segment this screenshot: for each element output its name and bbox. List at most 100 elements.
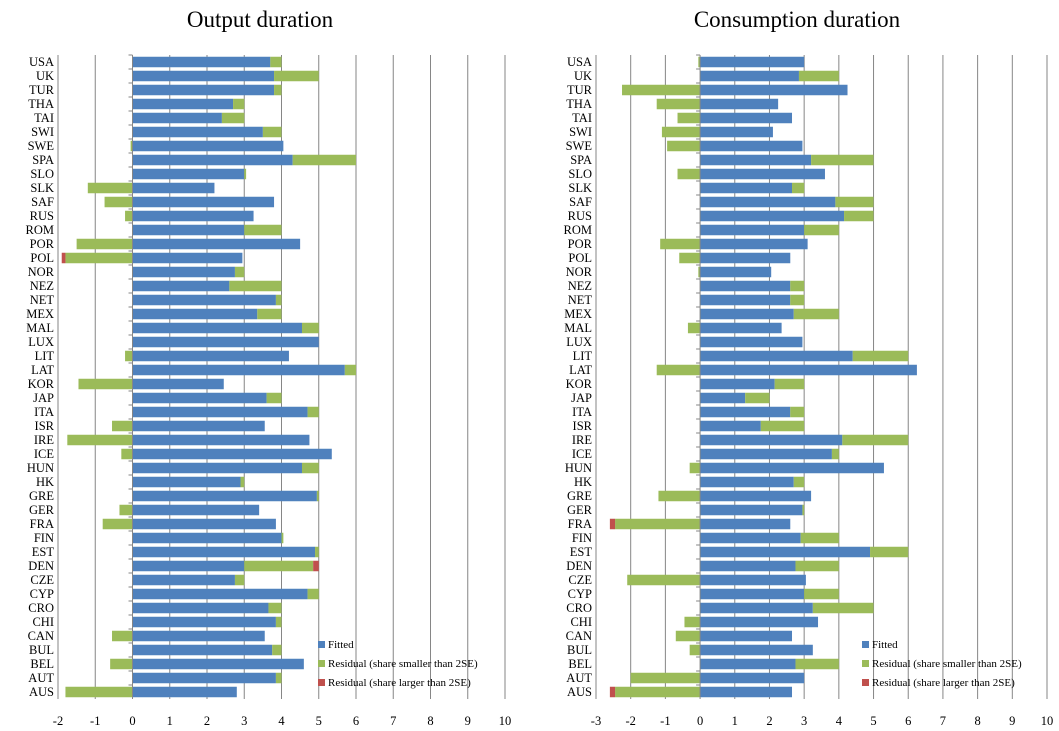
bar-segment-residual-small (689, 462, 701, 474)
bar-segment-residual-small (301, 322, 319, 334)
bar-segment-residual-small (65, 686, 133, 698)
category-tick-label: SWI (31, 125, 54, 139)
bar-segment-residual-small (270, 56, 282, 68)
bar-segment-fitted (700, 434, 843, 446)
bar-segment-fitted (132, 462, 302, 474)
x-tick-label: -3 (591, 714, 601, 728)
category-tick-label: MEX (564, 307, 592, 321)
category-tick-label: SLK (568, 181, 592, 195)
bar-segment-fitted (700, 210, 845, 222)
category-tick-label: TAI (34, 111, 54, 125)
category-tick-label: THA (566, 97, 592, 111)
x-tick-label: 0 (129, 714, 135, 728)
bar-segment-fitted (700, 546, 871, 558)
bar-segment-fitted (700, 448, 832, 460)
bar-segment-fitted (700, 644, 813, 656)
category-tick-label: FIN (572, 531, 592, 545)
bar-segment-residual-small (221, 112, 245, 124)
bar-segment-fitted (132, 378, 224, 390)
category-tick-label: SAF (569, 195, 592, 209)
bar-segment-fitted (700, 70, 799, 82)
category-tick-label: NEZ (30, 279, 54, 293)
category-tick-label: BEL (568, 657, 592, 671)
bar-segment-residual-small (689, 644, 701, 656)
bar-segment-fitted (700, 154, 812, 166)
x-tick-label: 4 (836, 714, 843, 728)
bar-segment-residual-small (281, 532, 284, 544)
bar-segment-fitted (700, 238, 808, 250)
bar-segment-residual-small (78, 378, 133, 390)
category-tick-label: SLO (30, 167, 54, 181)
x-tick-label: 9 (465, 714, 471, 728)
bar-segment-fitted (700, 462, 884, 474)
category-tick-label: CHI (32, 615, 54, 629)
bar-segment-residual-small (661, 126, 701, 138)
bar-segment-fitted (132, 168, 245, 180)
bar-segment-fitted (700, 378, 775, 390)
legend-label: Residual (share larger than 2SE) (872, 677, 1015, 689)
bar-segment-residual-small (760, 420, 805, 432)
category-tick-label: HK (36, 475, 54, 489)
bar-segment-residual-small (870, 546, 909, 558)
category-tick-label: JAP (571, 391, 592, 405)
category-tick-label: BUL (567, 643, 592, 657)
x-tick-label: 8 (974, 714, 980, 728)
chart-title: Output duration (187, 7, 334, 32)
category-tick-label: TAI (572, 111, 592, 125)
category-tick-label: CYP (568, 587, 592, 601)
bar-segment-fitted (700, 420, 761, 432)
consumption-duration-panel: Consumption duration USAUKTURTHATAISWISW… (564, 7, 1054, 728)
category-tick-label: SLK (30, 181, 54, 195)
category-tick-label: KOR (566, 377, 593, 391)
category-tick-label: RUS (568, 209, 592, 223)
category-tick-label: ICE (572, 447, 593, 461)
bar-segment-fitted (700, 686, 793, 698)
category-tick-label: FRA (568, 517, 592, 531)
category-tick-label: NET (30, 293, 55, 307)
bar-segment-fitted (700, 574, 806, 586)
category-tick-label: NEZ (568, 279, 592, 293)
bar-segment-fitted (132, 112, 222, 124)
bar-segment-residual-small (804, 224, 839, 236)
bar-segment-residual-small (275, 672, 282, 684)
bar-segment-residual-small (257, 308, 282, 320)
category-tick-label: POR (568, 237, 593, 251)
category-tick-label: KOR (28, 377, 55, 391)
bar-segment-residual-small (792, 182, 805, 194)
bar-segment-residual-small (774, 378, 805, 390)
bar-segment-fitted (132, 336, 319, 348)
category-tick-label: TUR (567, 83, 593, 97)
bar-segment-fitted (700, 588, 805, 600)
category-tick-label: THA (28, 97, 54, 111)
bar-segment-fitted (132, 602, 269, 614)
bar-segment-fitted (132, 84, 275, 96)
bar-segment-fitted (700, 308, 794, 320)
bar-segment-residual-small (275, 294, 282, 306)
category-tick-label: CHI (570, 615, 592, 629)
category-tick-label: AUT (566, 671, 592, 685)
x-tick-label: 3 (241, 714, 247, 728)
bar-segment-residual-small (679, 252, 701, 264)
bar-segment-fitted (700, 294, 791, 306)
category-tick-label: GRE (567, 489, 592, 503)
bar-segment-fitted (132, 658, 304, 670)
bar-segment-fitted (700, 84, 848, 96)
bar-segment-residual-small (121, 448, 133, 460)
category-tick-label: ITA (34, 405, 54, 419)
legend-swatch (318, 641, 325, 648)
category-tick-label: ROM (26, 223, 54, 237)
category-tick-label: DEN (566, 559, 592, 573)
category-tick-label: GRE (29, 489, 54, 503)
bar-segment-fitted (132, 308, 258, 320)
category-tick-label: BUL (29, 643, 54, 657)
bar-segment-fitted (132, 630, 265, 642)
x-tick-label: 10 (1041, 714, 1054, 728)
bar-segment-residual-small (675, 630, 701, 642)
bar-segment-residual-small (234, 266, 245, 278)
bar-segment-residual-small (802, 504, 805, 516)
bar-segment-residual-small (344, 364, 356, 376)
bar-segment-residual-small (844, 210, 874, 222)
bar-segment-residual-small (622, 84, 701, 96)
category-tick-label: MEX (26, 307, 54, 321)
bar-segment-fitted (132, 252, 243, 264)
